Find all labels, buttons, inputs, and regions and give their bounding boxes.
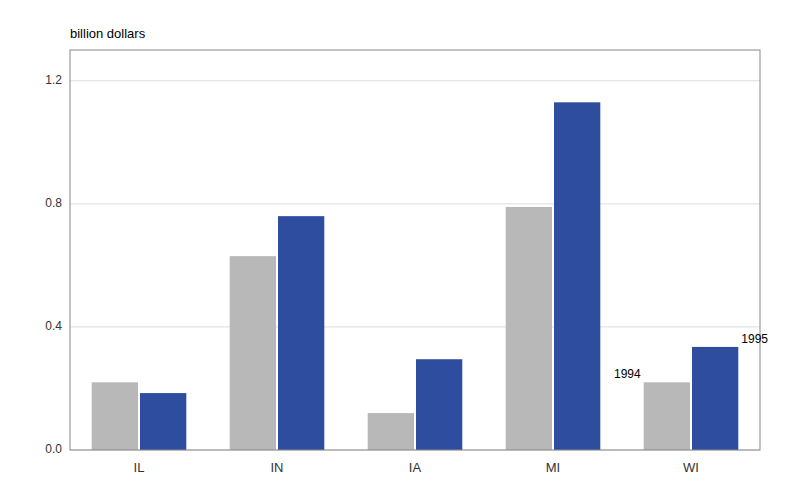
y-tick-label: 0.8 [45, 196, 62, 210]
bars [92, 102, 739, 450]
grid [70, 81, 760, 450]
chart-svg: 0.0 0.4 0.8 1.2 IL IN IA MI WI billion dollars 199… [0, 0, 800, 500]
y-tick-label: 0.0 [45, 442, 62, 456]
bar [278, 216, 324, 450]
bar [416, 359, 462, 450]
bar [92, 382, 138, 450]
y-axis-label: billion dollars [70, 26, 146, 41]
bar [692, 347, 738, 450]
x-tick-label: IN [271, 460, 284, 475]
series-label: 1995 [741, 332, 768, 346]
chart-container: 0.0 0.4 0.8 1.2 IL IN IA MI WI billion dollars 199… [0, 0, 800, 500]
y-tick-label: 1.2 [45, 73, 62, 87]
x-tick-label: IA [409, 460, 422, 475]
x-tick-label: IL [134, 460, 145, 475]
bar [140, 393, 186, 450]
plot-frame [70, 50, 760, 450]
grid-line [70, 326, 760, 327]
bar [554, 102, 600, 450]
bar [644, 382, 690, 450]
x-tick-label: WI [683, 460, 699, 475]
bar [368, 413, 414, 450]
series-label: 1994 [614, 367, 641, 381]
y-tick-label: 0.4 [45, 319, 62, 333]
bar [230, 256, 276, 450]
grid-line [70, 80, 760, 81]
grid-line [70, 203, 760, 204]
x-tick-label: MI [546, 460, 560, 475]
bar [506, 207, 552, 450]
